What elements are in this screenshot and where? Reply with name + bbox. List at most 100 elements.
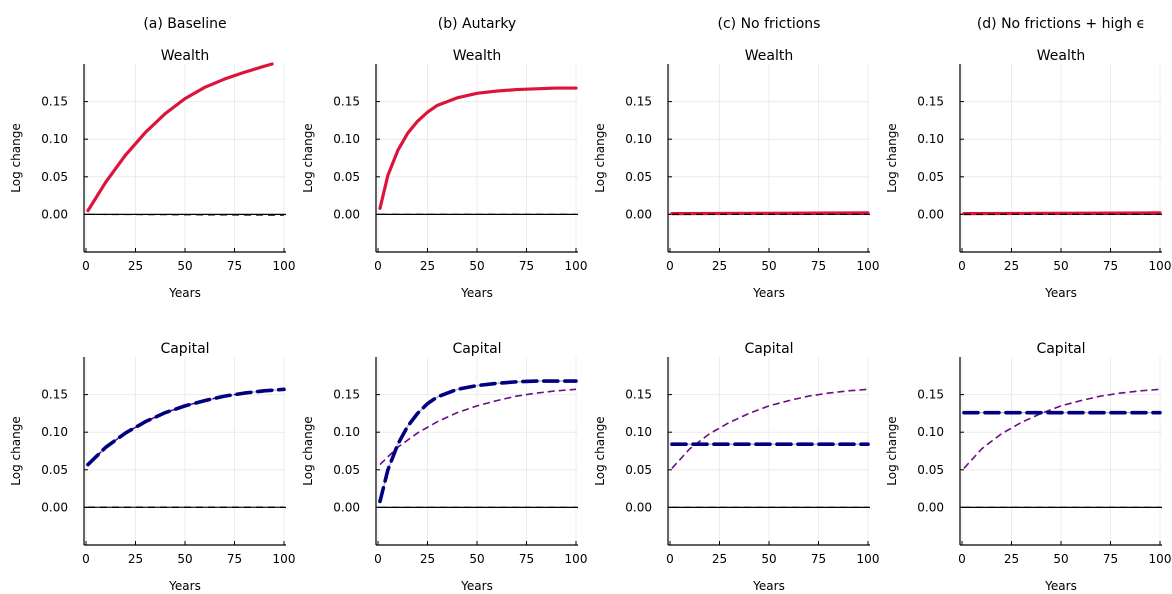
chart-title: Wealth	[453, 48, 501, 64]
column-title-1: (a) Baseline	[143, 16, 226, 32]
y-tick-label: 0.00	[333, 500, 360, 514]
series-line-navy-dashed	[86, 387, 286, 467]
x-tick-label: 0	[374, 552, 382, 566]
y-tick-label: 0.15	[625, 95, 652, 109]
chart-panel-1: Wealth 0 25 50 75 100 0.00 0.05 0.10 0.15 Years Log…	[9, 48, 295, 300]
y-tick-label: 0.15	[333, 388, 360, 402]
chart-panel-8: Capital 0 25 50 75 100 0.00 0.05 0.10 0.15 Years Lo…	[885, 341, 1171, 593]
y-axis-label: Log change	[885, 416, 899, 485]
y-tick-label: 0.05	[333, 170, 360, 184]
x-tick-label: 75	[1103, 259, 1118, 273]
x-tick-label: 50	[761, 259, 776, 273]
x-axis-label: Years	[168, 579, 201, 590]
x-tick-label: 75	[811, 552, 826, 566]
y-tick-label: 0.10	[41, 425, 68, 439]
chart-panel-3: Wealth 0 25 50 75 100 0.00 0.05 0.10 0.15 Years Log…	[593, 48, 879, 300]
y-tick-label: 0.10	[917, 425, 944, 439]
series-line-gray-solid	[87, 388, 285, 466]
x-tick-label: 0	[82, 552, 90, 566]
y-tick-label: 0.10	[625, 425, 652, 439]
x-tick-label: 0	[374, 259, 382, 273]
x-axis-label: Years	[460, 579, 493, 590]
y-axis-label: Log change	[885, 123, 899, 192]
chart-title: Wealth	[1037, 48, 1085, 64]
x-tick-label: 25	[712, 259, 727, 273]
x-axis-label: Years	[752, 286, 785, 300]
x-tick-label: 75	[1103, 552, 1118, 566]
x-tick-label: 0	[82, 259, 90, 273]
y-tick-label: 0.00	[333, 207, 360, 221]
series-line-red-solid	[962, 211, 1162, 216]
y-tick-label: 0.10	[333, 132, 360, 146]
series-line-red-solid	[86, 62, 274, 213]
series-line-purple-dashed-thin	[963, 388, 1161, 469]
y-tick-label: 0.15	[41, 388, 68, 402]
x-tick-label: 50	[177, 552, 192, 566]
x-tick-label: 25	[712, 552, 727, 566]
y-tick-label: 0.15	[333, 95, 360, 109]
x-tick-label: 50	[1053, 552, 1068, 566]
x-axis-label: Years	[1044, 286, 1077, 300]
column-title-3: (c) No frictions	[718, 16, 821, 32]
chart-title: Wealth	[745, 48, 793, 64]
x-tick-label: 50	[1053, 259, 1068, 273]
x-tick-label: 100	[273, 552, 296, 566]
x-tick-label: 50	[469, 552, 484, 566]
y-tick-label: 0.05	[41, 170, 68, 184]
x-tick-label: 25	[420, 259, 435, 273]
y-tick-label: 0.00	[917, 207, 944, 221]
series-line-red-solid	[378, 86, 578, 210]
x-tick-label: 25	[1004, 259, 1019, 273]
y-tick-label: 0.05	[41, 463, 68, 477]
chart-panel-5: Capital 0 25 50 75 100 0.00 0.05 0.10 0.15 Years Lo…	[9, 341, 296, 593]
chart-panel-7: Capital 0 25 50 75 100 0.00 0.05 0.10 0.15 Years Lo…	[593, 341, 880, 593]
x-tick-label: 100	[1149, 259, 1172, 273]
chart-title: Wealth	[161, 48, 209, 64]
x-tick-label: 25	[1004, 552, 1019, 566]
y-axis-label: Log change	[9, 416, 23, 485]
column-title-2: (b) Autarky	[438, 16, 516, 32]
y-tick-label: 0.10	[41, 132, 68, 146]
chart-title: Capital	[160, 341, 209, 357]
y-tick-label: 0.00	[625, 207, 652, 221]
x-tick-label: 75	[519, 552, 534, 566]
x-tick-label: 75	[227, 552, 242, 566]
column-title-4: (d) No frictions + high ϵ	[977, 16, 1145, 32]
y-tick-label: 0.00	[41, 500, 68, 514]
series-line-gray-solid	[379, 380, 576, 502]
x-axis-label: Years	[168, 286, 201, 300]
y-tick-label: 0.15	[917, 388, 944, 402]
chart-panel-6: Capital 0 25 50 75 100 0.00 0.05 0.10 0.15 Years Lo…	[301, 341, 587, 593]
series-line-purple-dashed-thin	[379, 388, 577, 466]
series-line-purple-dashed-thin	[87, 388, 285, 466]
y-tick-label: 0.10	[917, 132, 944, 146]
x-tick-label: 0	[958, 259, 966, 273]
y-tick-label: 0.10	[625, 132, 652, 146]
y-tick-label: 0.05	[917, 170, 944, 184]
y-axis-label: Log change	[593, 123, 607, 192]
x-tick-label: 25	[128, 259, 143, 273]
chart-title: Capital	[452, 341, 501, 357]
x-tick-label: 75	[519, 259, 534, 273]
chart-panel-2: Wealth 0 25 50 75 100 0.00 0.05 0.10 0.15 Years Log…	[301, 48, 587, 300]
y-tick-label: 0.00	[41, 207, 68, 221]
x-tick-label: 75	[227, 259, 242, 273]
y-tick-label: 0.05	[917, 463, 944, 477]
series-line-purple-dashed-thin	[671, 388, 869, 469]
x-tick-label: 75	[811, 259, 826, 273]
x-tick-label: 50	[469, 259, 484, 273]
y-axis-label: Log change	[9, 123, 23, 192]
y-tick-label: 0.15	[917, 95, 944, 109]
y-axis-label: Log change	[593, 416, 607, 485]
x-tick-label: 100	[273, 259, 296, 273]
x-tick-label: 100	[565, 259, 588, 273]
chart-panel-4: Wealth 0 25 50 75 100 0.00 0.05 0.10 0.15 Years Log…	[885, 48, 1171, 300]
x-tick-label: 100	[857, 259, 880, 273]
y-axis-label: Log change	[301, 123, 315, 192]
x-tick-label: 100	[857, 552, 880, 566]
series-line-navy-dashed	[378, 379, 578, 504]
series-line-red-solid	[670, 211, 870, 216]
x-axis-label: Years	[752, 579, 785, 590]
